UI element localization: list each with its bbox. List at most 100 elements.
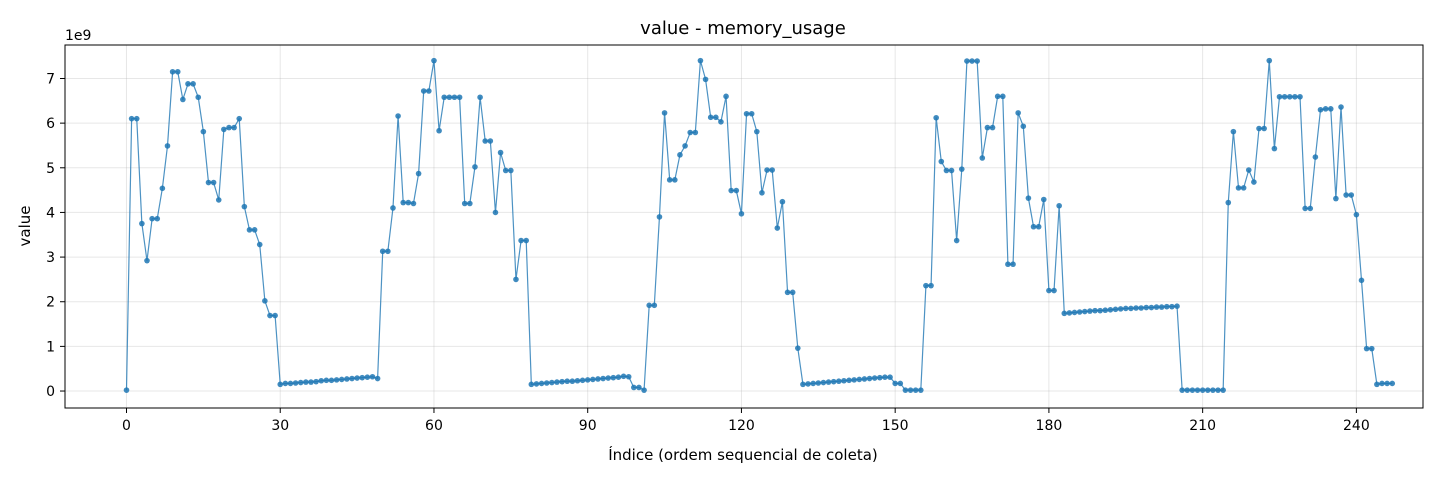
data-point — [969, 58, 975, 64]
x-tick-label: 0 — [122, 418, 131, 434]
data-point — [246, 227, 253, 233]
data-point — [328, 377, 335, 384]
data-point — [477, 94, 483, 101]
data-point — [964, 58, 970, 64]
data-point — [549, 379, 555, 386]
data-point — [523, 237, 530, 244]
data-point — [892, 380, 898, 387]
data-point — [1317, 106, 1324, 113]
data-point — [918, 387, 924, 393]
data-point — [661, 110, 668, 116]
data-point — [1220, 387, 1226, 393]
data-point — [682, 143, 688, 149]
data-point — [989, 124, 996, 131]
data-point — [1143, 304, 1150, 311]
data-point — [615, 374, 622, 380]
data-point — [620, 373, 627, 380]
data-point — [154, 215, 161, 222]
x-tick-label: 90 — [579, 418, 597, 434]
y-tick-label: 7 — [46, 71, 55, 87]
data-point — [984, 124, 991, 131]
data-point — [236, 115, 243, 122]
data-point — [518, 237, 524, 244]
data-point — [497, 149, 504, 156]
data-point — [1240, 185, 1247, 191]
data-point — [533, 381, 540, 387]
data-point — [902, 387, 909, 393]
data-point — [743, 110, 750, 117]
data-point — [1081, 308, 1088, 315]
data-point — [410, 200, 417, 207]
data-point — [595, 376, 601, 382]
data-point — [718, 119, 724, 125]
y-scale-label: 1e9 — [65, 28, 91, 44]
data-point — [461, 200, 468, 207]
data-point — [180, 96, 186, 103]
data-point — [677, 152, 683, 158]
data-point — [400, 199, 407, 206]
data-point — [579, 377, 586, 384]
data-point — [1092, 307, 1098, 314]
data-point — [123, 387, 130, 393]
data-point — [502, 167, 509, 174]
data-point — [1302, 205, 1308, 212]
y-tick-label: 3 — [46, 250, 55, 266]
data-point — [815, 380, 822, 386]
data-point — [287, 380, 294, 387]
data-point — [764, 167, 770, 173]
data-point — [1107, 306, 1114, 313]
data-point — [1384, 380, 1390, 387]
data-point — [656, 214, 663, 220]
data-point — [513, 276, 519, 283]
data-point — [215, 197, 222, 203]
data-point — [210, 179, 217, 186]
data-point — [313, 378, 319, 385]
data-point — [1046, 287, 1052, 294]
data-point — [569, 378, 576, 385]
data-point — [369, 373, 376, 380]
y-axis-title: value — [16, 206, 34, 247]
x-tick-label: 210 — [1189, 418, 1216, 434]
data-point — [702, 76, 709, 83]
ticks: 0 30 60 90 120 150 180 210 240 0 1 2 3 4 5 6 7 — [46, 71, 1370, 434]
data-point — [841, 377, 847, 384]
data-point — [707, 114, 714, 121]
data-point — [846, 377, 852, 384]
data-point — [830, 378, 837, 385]
grid — [65, 45, 1423, 408]
data-point — [713, 114, 719, 121]
data-point — [379, 248, 386, 255]
data-point — [666, 177, 673, 183]
data-point — [810, 380, 816, 387]
data-point — [871, 375, 878, 381]
data-point — [1015, 110, 1021, 116]
x-tick-label: 30 — [271, 418, 289, 434]
data-point — [538, 380, 545, 387]
data-point — [1112, 306, 1119, 313]
data-point — [420, 88, 427, 94]
data-point — [441, 94, 448, 101]
data-point — [912, 387, 919, 393]
data-point — [1292, 93, 1298, 100]
data-point — [564, 378, 570, 385]
data-point — [687, 129, 693, 136]
data-point — [825, 379, 832, 385]
data-point — [779, 198, 786, 205]
data-point — [344, 376, 350, 382]
data-point — [1379, 380, 1385, 387]
data-point — [385, 248, 391, 255]
data-point — [1271, 145, 1278, 152]
data-point — [1030, 223, 1037, 230]
data-point — [149, 215, 155, 222]
x-tick-label: 60 — [425, 418, 443, 434]
x-tick-label: 180 — [1036, 418, 1063, 434]
data-point — [1184, 387, 1191, 393]
data-point — [308, 379, 314, 385]
data-point — [1215, 387, 1221, 393]
data-point — [1035, 223, 1042, 230]
series — [123, 57, 1396, 393]
data-point — [631, 384, 637, 391]
data-point — [487, 138, 494, 144]
data-point — [267, 312, 273, 319]
data-point — [738, 210, 745, 217]
